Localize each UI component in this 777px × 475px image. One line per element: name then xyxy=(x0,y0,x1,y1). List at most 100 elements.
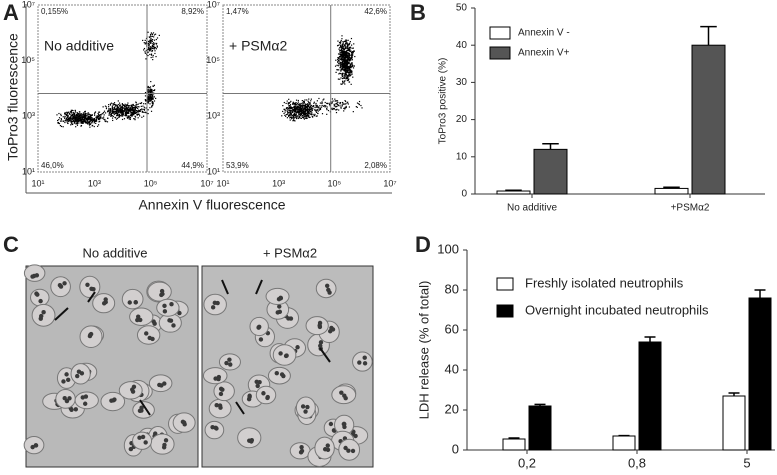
event-dot xyxy=(153,89,155,92)
event-dot xyxy=(331,108,333,110)
event-dot xyxy=(336,45,339,47)
event-dot xyxy=(342,81,344,83)
event-dot xyxy=(344,73,346,75)
event-dot xyxy=(115,110,118,112)
event-dot xyxy=(129,105,131,107)
panel-letter: B xyxy=(410,0,426,25)
nucleus-lobe xyxy=(162,309,168,314)
event-dot xyxy=(343,107,345,110)
event-dot xyxy=(341,53,343,55)
nucleus-lobe xyxy=(128,446,134,452)
event-dot xyxy=(87,112,90,114)
event-dot xyxy=(143,42,145,44)
event-dot xyxy=(109,103,112,105)
event-dot xyxy=(150,47,153,49)
event-dot xyxy=(108,114,110,116)
event-dot xyxy=(148,89,150,91)
nucleus-lobe xyxy=(83,394,89,399)
event-dot xyxy=(78,122,80,124)
event-dot xyxy=(342,50,344,52)
event-dot xyxy=(139,115,141,117)
event-dot xyxy=(124,111,126,113)
event-dot xyxy=(347,62,349,65)
event-dot xyxy=(295,108,297,111)
event-dot xyxy=(294,103,296,106)
nucleus-lobe xyxy=(210,424,215,430)
event-dot xyxy=(80,116,82,118)
event-dot xyxy=(353,43,355,45)
event-dot xyxy=(296,117,298,119)
event-dot xyxy=(112,104,114,106)
event-dot xyxy=(341,77,344,80)
event-dot xyxy=(116,106,118,109)
y-tick-label: 30 xyxy=(456,77,468,88)
event-dot xyxy=(126,104,128,106)
event-dot xyxy=(316,115,318,117)
event-dot xyxy=(349,63,351,65)
cell xyxy=(202,367,228,385)
event-dot xyxy=(72,115,74,118)
event-dot xyxy=(302,102,304,104)
event-dot xyxy=(345,60,347,62)
event-dot xyxy=(329,102,331,104)
event-dot xyxy=(310,104,312,107)
event-dot xyxy=(76,119,78,122)
event-dot xyxy=(58,112,60,115)
event-dot xyxy=(88,118,90,120)
event-dot xyxy=(118,110,120,112)
event-dot xyxy=(290,112,292,115)
event-dot xyxy=(117,108,120,110)
event-dot xyxy=(89,120,91,122)
event-dot xyxy=(64,111,66,114)
quadrant-label: 46,0% xyxy=(41,161,64,170)
event-dot xyxy=(150,53,153,55)
event-dot xyxy=(298,115,300,117)
event-dot xyxy=(140,102,143,104)
event-dot xyxy=(60,114,62,117)
event-dot xyxy=(149,53,151,56)
event-dot xyxy=(114,116,116,119)
event-dot xyxy=(339,44,341,47)
event-dot xyxy=(293,119,295,122)
event-dot xyxy=(314,113,316,115)
event-dot xyxy=(299,110,301,112)
event-dot xyxy=(344,100,346,102)
nucleus-lobe xyxy=(139,405,144,410)
bar xyxy=(691,44,726,195)
event-dot xyxy=(143,108,146,110)
y-tick-label: 10 xyxy=(456,151,468,162)
event-dot xyxy=(310,106,312,108)
event-dot xyxy=(350,54,352,57)
event-dot xyxy=(122,104,124,106)
event-dot xyxy=(98,111,100,113)
event-dot xyxy=(109,111,112,113)
event-dot xyxy=(316,104,318,107)
event-dot xyxy=(340,107,342,109)
event-dot xyxy=(338,109,340,111)
legend-swatch xyxy=(489,46,511,60)
event-dot xyxy=(310,114,313,116)
event-dot xyxy=(306,114,308,116)
event-dot xyxy=(133,118,135,120)
event-dot xyxy=(151,95,153,97)
micrograph-title: + PSMα2 xyxy=(263,245,317,260)
event-dot xyxy=(96,117,98,119)
event-dot xyxy=(339,102,341,104)
event-dot xyxy=(323,98,325,100)
event-dot xyxy=(346,47,348,49)
event-dot xyxy=(75,126,77,128)
event-dot xyxy=(109,113,111,115)
event-dot xyxy=(57,122,60,124)
event-dot xyxy=(351,47,353,49)
event-dot xyxy=(104,120,106,122)
event-dot xyxy=(289,114,291,117)
event-dot xyxy=(340,69,342,71)
event-dot xyxy=(140,105,142,107)
event-dot xyxy=(152,94,154,96)
cell xyxy=(136,325,161,345)
event-dot xyxy=(344,76,346,78)
event-dot xyxy=(291,114,293,116)
event-dot xyxy=(318,97,320,100)
event-dot xyxy=(104,112,107,114)
